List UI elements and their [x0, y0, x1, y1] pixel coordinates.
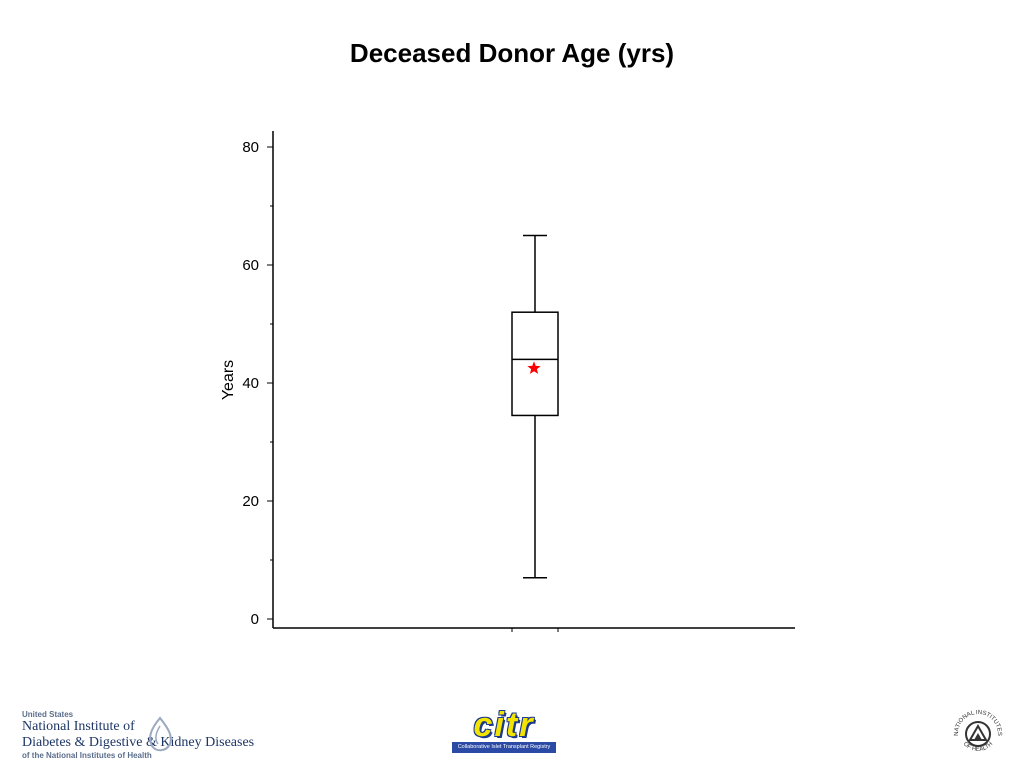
nih-seal-bottom-text: OF HEALTH	[962, 741, 994, 753]
y-tick-label: 20	[242, 493, 259, 510]
iqr-box	[511, 311, 559, 417]
nih-seal-icon: NATIONAL INSTITUTES OF HEALTH	[954, 710, 1002, 753]
chart-title: Deceased Donor Age (yrs)	[349, 38, 675, 68]
niddk-logo-line2: National Institute of	[22, 719, 135, 734]
footer: United States National Institute of Diab…	[0, 700, 1024, 768]
niddk-logo: United States National Institute of Diab…	[22, 710, 262, 762]
box-plot	[511, 234, 559, 579]
citr-wordmark: citr	[473, 706, 535, 744]
svg-text:OF HEALTH: OF HEALTH	[962, 741, 994, 753]
citr-subtitle: Collaborative Islet Transplant Registry	[452, 742, 556, 753]
niddk-drop-icon	[149, 716, 172, 752]
y-tick-label: 80	[242, 139, 259, 156]
niddk-logo-line4: of the National Institutes of Health	[22, 751, 152, 760]
citr-logo: citr Collaborative Islet Transplant Regi…	[452, 706, 556, 754]
y-axis-title: Years	[220, 360, 237, 400]
y-tick-label: 0	[251, 611, 259, 628]
y-tick-label: 40	[242, 375, 259, 392]
niddk-logo-line3: Diabetes & Digestive & Kidney Diseases	[22, 735, 255, 750]
box-plot-chart: 0 20 40 60 80 Years	[220, 131, 795, 632]
niddk-logo-line1: United States	[22, 710, 74, 719]
x-axis	[273, 627, 795, 632]
y-tick-label: 60	[242, 257, 259, 274]
mean-marker	[527, 361, 541, 374]
y-axis: 0 20 40 60 80	[242, 131, 274, 628]
